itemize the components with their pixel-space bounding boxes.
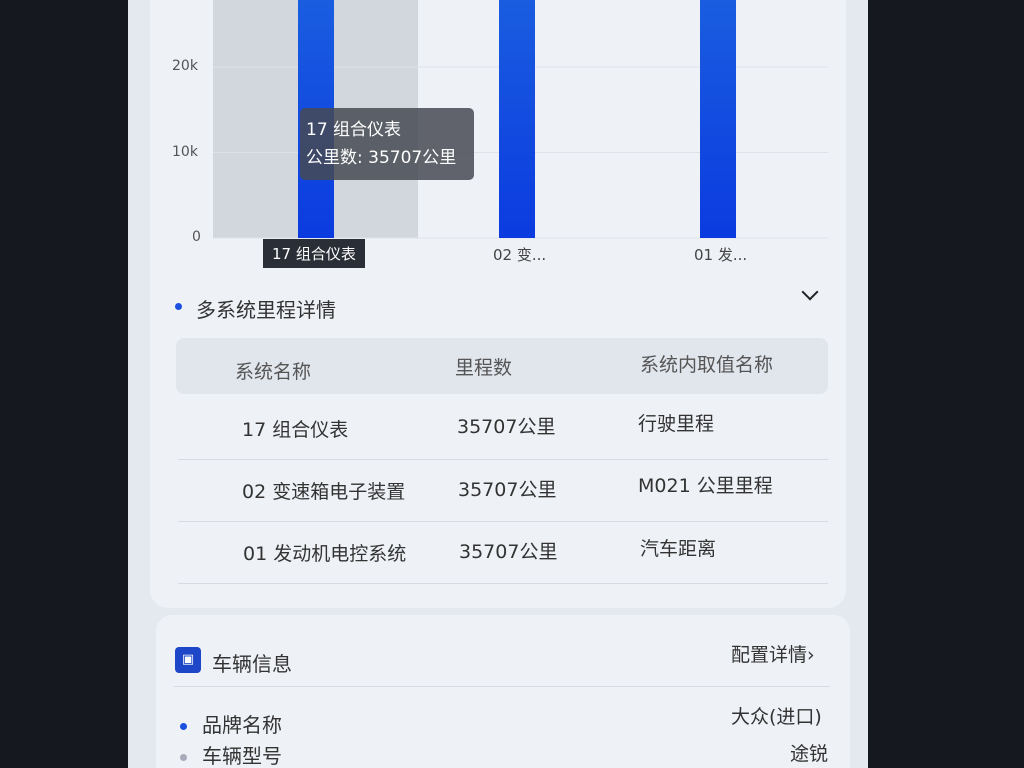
bullet <box>180 723 187 730</box>
y-tick: 20k <box>172 58 198 74</box>
system-name: 17 组合仪表 <box>242 419 349 441</box>
mileage-value: 35707公里 <box>457 416 556 438</box>
mileage-value: 35707公里 <box>458 479 557 501</box>
mileage-value: 35707公里 <box>459 541 558 563</box>
chart-tooltip: 17 组合仪表 公里数: 35707公里 <box>300 108 474 180</box>
table-header <box>176 338 828 394</box>
model-value: 途锐 <box>790 743 829 765</box>
model-label: 车辆型号 <box>202 744 282 768</box>
brand-value: 大众(进口) <box>731 706 822 728</box>
mileage-section-title: 多系统里程详情 <box>196 298 336 322</box>
vehicle-info-card <box>156 615 850 768</box>
config-detail-label: 配置详情 <box>731 644 808 666</box>
vehicle-icon: ▣ <box>175 647 201 673</box>
bar-1[interactable] <box>499 0 535 238</box>
y-tick: 10k <box>172 144 198 160</box>
column-header: 里程数 <box>455 357 513 379</box>
column-header: 系统名称 <box>235 361 312 383</box>
tooltip-title: 17 组合仪表 <box>306 120 402 140</box>
column-header: 系统内取值名称 <box>640 354 774 376</box>
table-row: 17 组合仪表 35707公里 行驶里程 <box>178 397 828 460</box>
system-name: 01 发动机电控系统 <box>243 543 407 565</box>
table-row: 01 发动机电控系统 35707公里 汽车距离 <box>178 521 828 584</box>
y-tick: 0 <box>192 229 201 245</box>
divider <box>174 686 830 687</box>
vehicle-info-title: 车辆信息 <box>212 652 292 676</box>
system-name: 02 变速箱电子装置 <box>242 481 406 503</box>
table-row: 02 变速箱电子装置 35707公里 M021 公里里程 <box>178 459 828 522</box>
chevron-right-icon: › <box>807 644 815 666</box>
x-label-selected: 17 组合仪表 <box>263 239 365 268</box>
phone-screen: 20k 10k 0 17 组合仪表 02 变... 01 发... 17 组合仪… <box>128 0 868 768</box>
bar-2[interactable] <box>700 0 736 238</box>
mileage-bar-chart[interactable] <box>128 0 868 270</box>
value-name: M021 公里里程 <box>638 475 773 497</box>
x-label: 01 发... <box>694 246 748 264</box>
config-detail-link[interactable]: 配置详情› <box>731 640 815 667</box>
bullet <box>180 754 187 761</box>
value-name: 汽车距离 <box>640 538 717 560</box>
x-label: 02 变... <box>493 246 547 264</box>
tooltip-value: 公里数: 35707公里 <box>306 148 457 168</box>
value-name: 行驶里程 <box>638 413 715 435</box>
brand-label: 品牌名称 <box>202 713 282 737</box>
section-dot <box>175 303 182 310</box>
